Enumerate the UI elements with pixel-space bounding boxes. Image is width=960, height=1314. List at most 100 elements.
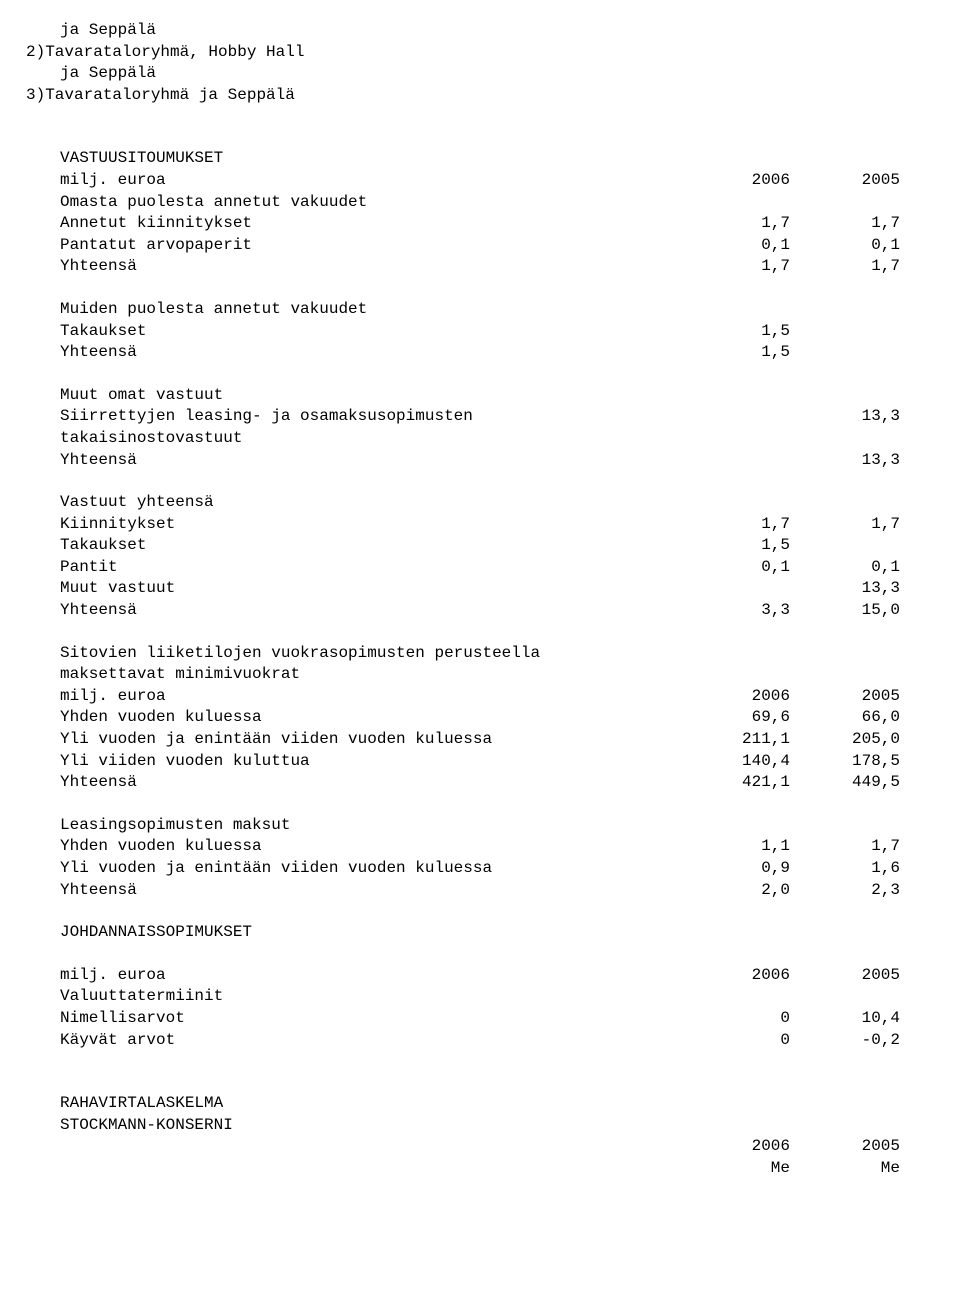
col-label: milj. euroa [60,686,680,708]
col-year: 2005 [790,686,900,708]
table-row: Pantit0,10,1 [60,557,900,579]
row-value: 0 [680,1030,790,1052]
col-year: 2006 [680,686,790,708]
row-value: 1,6 [790,858,900,880]
row-label: Yhteensä [60,450,680,472]
section-line: STOCKMANN-KONSERNI [60,1115,900,1137]
row-label: Yli vuoden ja enintään viiden vuoden kul… [60,729,680,751]
row-value [680,406,790,428]
section-line: Sitovien liiketilojen vuokrasopimusten p… [60,643,900,665]
row-value: 1,7 [680,514,790,536]
row-value: 13,3 [790,450,900,472]
row-value: 205,0 [790,729,900,751]
row-value: 0,1 [790,235,900,257]
row-label: Nimellisarvot [60,1008,680,1030]
row-label: Käyvät arvot [60,1030,680,1052]
row-label: Yli viiden vuoden kuluttua [60,751,680,773]
table-row: Nimellisarvot010,4 [60,1008,900,1030]
intro-line: ja Seppälä [60,63,900,85]
table-row: Yhteensä3,315,0 [60,600,900,622]
row-value [790,428,900,450]
table-row: Takaukset1,5 [60,321,900,343]
subsection: Muut omat vastuut [60,385,900,407]
col-unit: Me [680,1158,790,1180]
table-row: Yhteensä1,71,7 [60,256,900,278]
row-label: Yli vuoden ja enintään viiden vuoden kul… [60,858,680,880]
col-year: 2006 [680,1136,790,1158]
table-row: Käyvät arvot0-0,2 [60,1030,900,1052]
row-value: 1,1 [680,836,790,858]
col-label: milj. euroa [60,965,680,987]
table-row: takaisinostovastuut [60,428,900,450]
row-value: 13,3 [790,406,900,428]
row-value [790,535,900,557]
row-value: 10,4 [790,1008,900,1030]
table-row: Yli vuoden ja enintään viiden vuoden kul… [60,858,900,880]
col-year: 2005 [790,1136,900,1158]
row-value: 15,0 [790,600,900,622]
table-row: Yhden vuoden kuluessa69,666,0 [60,707,900,729]
row-label: Pantatut arvopaperit [60,235,680,257]
empty [60,1136,680,1158]
row-value: 1,7 [790,213,900,235]
row-value [790,342,900,364]
intro-num: 3) [26,85,45,107]
row-value [680,578,790,600]
section-line: maksettavat minimivuokrat [60,664,900,686]
subsection: Vastuut yhteensä [60,492,900,514]
row-value: 1,5 [680,535,790,557]
table-row: Yli viiden vuoden kuluttua140,4178,5 [60,751,900,773]
row-label: Takaukset [60,321,680,343]
row-value: 1,5 [680,321,790,343]
row-value: 178,5 [790,751,900,773]
subsection: Muiden puolesta annetut vakuudet [60,299,900,321]
row-value: 1,5 [680,342,790,364]
row-value: 421,1 [680,772,790,794]
subsection: Valuuttatermiinit [60,986,900,1008]
row-label: Annetut kiinnitykset [60,213,680,235]
row-value: 3,3 [680,600,790,622]
row-label: Yhden vuoden kuluessa [60,836,680,858]
table-row: Yhteensä2,02,3 [60,880,900,902]
row-value: -0,2 [790,1030,900,1052]
col-year: 2006 [680,965,790,987]
row-value: 1,7 [680,213,790,235]
row-label: Yhteensä [60,600,680,622]
row-label: Yhden vuoden kuluessa [60,707,680,729]
row-value: 0,9 [680,858,790,880]
col-year: 2005 [790,170,900,192]
row-label: Takaukset [60,535,680,557]
col-unit: Me [790,1158,900,1180]
row-value: 2,3 [790,880,900,902]
row-value: 1,7 [790,836,900,858]
row-value: 449,5 [790,772,900,794]
table-row: Annetut kiinnitykset1,71,7 [60,213,900,235]
row-label: Yhteensä [60,772,680,794]
table-row: Muut vastuut13,3 [60,578,900,600]
table-row: Kiinnitykset1,71,7 [60,514,900,536]
row-value: 0 [680,1008,790,1030]
table-row: Yhden vuoden kuluessa1,11,7 [60,836,900,858]
row-value: 211,1 [680,729,790,751]
table-row: Takaukset1,5 [60,535,900,557]
subsection: Omasta puolesta annetut vakuudet [60,192,900,214]
row-value: 1,7 [790,256,900,278]
intro-line: Tavarataloryhmä ja Seppälä [45,85,866,107]
empty [60,1158,680,1180]
col-label: milj. euroa [60,170,680,192]
row-value: 0,1 [680,557,790,579]
table-row: Yhteensä421,1449,5 [60,772,900,794]
subsection: Leasingsopimusten maksut [60,815,900,837]
row-label: Muut vastuut [60,578,680,600]
row-label: takaisinostovastuut [60,428,680,450]
row-label: Kiinnitykset [60,514,680,536]
row-label: Pantit [60,557,680,579]
row-value: 1,7 [790,514,900,536]
row-value: 140,4 [680,751,790,773]
table-row: Siirrettyjen leasing- ja osamaksusopimus… [60,406,900,428]
row-value [680,450,790,472]
table-row: Yli vuoden ja enintään viiden vuoden kul… [60,729,900,751]
row-value: 1,7 [680,256,790,278]
col-year: 2005 [790,965,900,987]
section-title: RAHAVIRTALASKELMA [60,1093,900,1115]
